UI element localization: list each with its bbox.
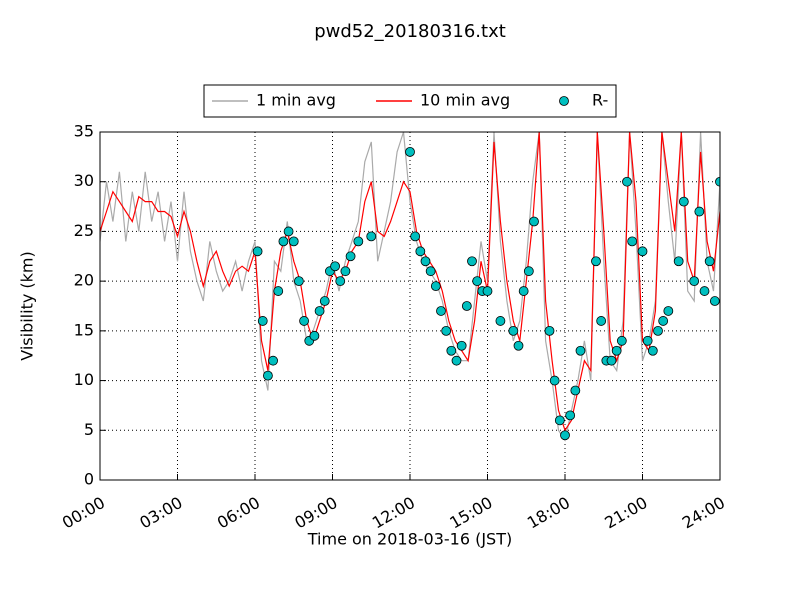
marker [330, 261, 340, 272]
marker [340, 266, 351, 277]
marker [554, 415, 565, 426]
marker [565, 410, 576, 421]
marker [699, 286, 710, 296]
legend-label: 1 min avg [256, 91, 336, 110]
marker [529, 216, 539, 227]
marker [658, 316, 669, 326]
marker [268, 355, 278, 366]
series-line [100, 131, 720, 432]
marker [647, 345, 658, 356]
marker [420, 256, 431, 267]
marker [366, 231, 377, 242]
marker [314, 306, 325, 316]
marker [410, 231, 421, 242]
y-tick-label: 15 [74, 320, 94, 339]
y-tick-label: 0 [84, 470, 94, 489]
marker [353, 236, 364, 247]
marker [616, 335, 627, 346]
chart-title: pwd52_20180316.txt [314, 21, 506, 42]
marker [319, 296, 330, 306]
marker [467, 256, 477, 267]
marker [704, 256, 715, 267]
marker [446, 345, 457, 356]
marker [405, 146, 415, 157]
marker [560, 430, 570, 441]
y-tick-label: 25 [74, 221, 94, 240]
marker [591, 256, 601, 267]
y-tick-label: 30 [74, 171, 94, 190]
marker [653, 325, 663, 336]
marker [642, 335, 653, 346]
marker [335, 276, 346, 287]
marker [273, 286, 284, 296]
marker [709, 296, 720, 306]
marker [523, 266, 534, 277]
marker [257, 316, 268, 326]
marker [611, 345, 622, 356]
marker [263, 370, 273, 381]
legend: 1 min avg 10 min avg R- [203, 84, 617, 118]
marker [482, 286, 493, 296]
marker [415, 246, 426, 257]
marker [627, 236, 638, 247]
marker [425, 266, 436, 277]
marker [299, 316, 309, 326]
marker [673, 256, 684, 267]
marker [288, 236, 299, 247]
series-line [100, 131, 720, 442]
marker [472, 276, 483, 287]
marker [456, 340, 467, 351]
marker [622, 176, 632, 187]
marker [430, 281, 441, 292]
marker [694, 206, 705, 217]
marker [549, 375, 560, 386]
marker [309, 330, 320, 341]
legend-label: R- [592, 91, 608, 110]
marker [436, 306, 446, 316]
legend-label: 10 min avg [420, 91, 510, 110]
marker [663, 306, 674, 316]
x-axis-label: Time on 2018-03-16 (JST) [307, 530, 512, 549]
marker [283, 226, 294, 237]
y-axis-label: Visibility (km) [18, 251, 37, 360]
marker [252, 246, 263, 257]
marker [689, 276, 700, 287]
marker [637, 246, 648, 257]
y-tick-label: 35 [74, 122, 94, 141]
plot-area [100, 131, 720, 442]
y-tick-label: 10 [74, 370, 94, 389]
y-tick-label: 20 [74, 271, 94, 290]
marker [596, 316, 607, 326]
marker [278, 236, 289, 247]
marker [495, 316, 506, 326]
marker [570, 385, 581, 396]
marker [518, 286, 529, 296]
marker [678, 196, 689, 207]
marker [451, 355, 462, 366]
marker [606, 355, 617, 366]
marker [441, 325, 452, 336]
legend-swatch [559, 96, 569, 106]
marker [508, 325, 519, 336]
marker [715, 176, 720, 187]
marker [544, 325, 555, 336]
marker [294, 276, 304, 287]
marker [575, 345, 586, 356]
marker [345, 251, 356, 262]
y-tick-label: 5 [84, 420, 94, 439]
marker [513, 340, 524, 351]
marker [461, 301, 472, 311]
plot-frame [99, 131, 721, 481]
